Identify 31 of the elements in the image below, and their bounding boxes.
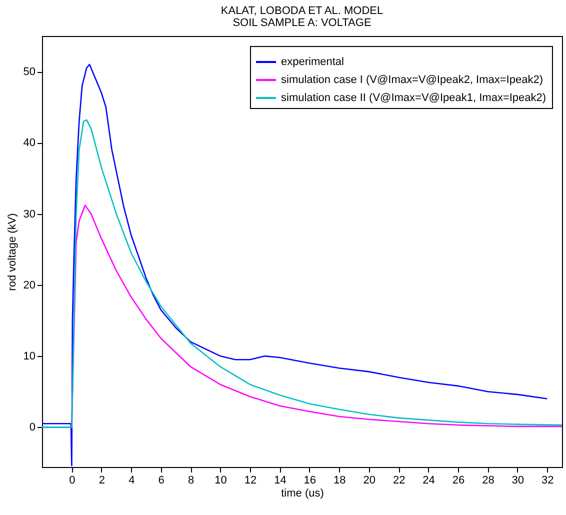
x-tick-label: 30 [512,474,524,486]
x-tick-label: 32 [542,474,554,486]
x-tick-label: 0 [69,474,76,486]
x-tick-label: 4 [128,474,135,486]
x-axis-title: time (us) [281,488,324,500]
x-tick-label: 24 [422,474,435,486]
x-tick-label: 12 [244,474,257,486]
x-tick-label: 28 [482,474,494,486]
x-tick-label: 6 [158,474,164,486]
y-tick-label: 0 [29,422,36,434]
line-series [42,119,562,428]
x-tick-label: 16 [304,474,316,486]
legend-label: simulation case II (V@Imax=V@Ipeak1, Imax=Ipeak2) [281,92,546,104]
x-tick-label: 10 [214,474,227,486]
y-tick-label: 20 [23,279,36,292]
y-tick-label: 10 [23,350,36,363]
y-tick-label: 30 [23,208,36,220]
x-tick-label: 26 [452,474,465,486]
x-tick-label: 8 [188,474,194,486]
x-tick-label: 18 [334,474,346,486]
x-tick-label: 20 [363,474,376,486]
y-tick-label: 50 [23,66,36,78]
chart-subtitle: SOIL SAMPLE A: VOLTAGE [232,17,372,29]
x-tick-label: 22 [392,474,406,486]
y-axis-title: rod voltage (kV) [6,213,18,291]
legend-label: experimental [281,56,344,68]
chart-title: KALAT, LOBODA ET AL. MODEL [220,5,384,17]
x-tick-label: 2 [98,474,105,486]
x-tick-label: 14 [274,474,286,486]
y-tick-label: 40 [23,137,36,150]
legend-label: simulation case I (V@Imax=V@Ipeak2, Imax=Ipeak2) [281,74,544,86]
